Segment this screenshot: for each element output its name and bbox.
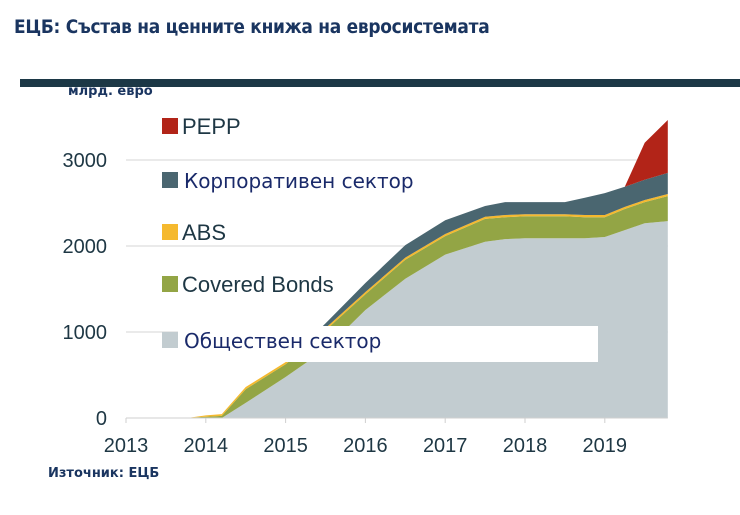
x-tick-label: 2013 [104,435,149,457]
area-series-3 [189,172,668,418]
legend-swatch [162,224,178,240]
legend-label: Обществен сектор [184,329,381,353]
legend-swatch [162,276,178,292]
x-tick-label: 2016 [343,435,388,457]
y-tick-label: 1000 [63,322,108,344]
area-series-0 [189,221,668,418]
x-tick-label: 2015 [263,435,308,457]
source-note: Източник: ЕЦБ [48,466,160,481]
y-axis-label: млрд. евро [68,84,153,99]
legend-label-background [178,326,598,362]
y-tick-label: 0 [96,408,107,430]
legend-label: Корпоративен сектор [184,169,414,193]
legend-swatch [162,332,178,348]
x-tick-label: 2017 [423,435,468,457]
y-tick-label: 2000 [63,236,108,258]
legend-label: Covered Bonds [182,272,334,297]
legend-label: ABS [182,220,226,245]
legend-label: PEPP [182,114,241,139]
x-tick-label: 2014 [184,435,229,457]
title-divider [20,79,740,87]
page-title: ЕЦБ: Състав на ценните книжа на евросист… [14,17,490,38]
x-tick-label: 2019 [583,435,628,457]
legend-swatch [162,172,178,188]
legend-swatch [162,118,178,134]
y-tick-label: 3000 [63,150,108,172]
area-series-1 [189,196,668,418]
x-tick-label: 2018 [503,435,548,457]
